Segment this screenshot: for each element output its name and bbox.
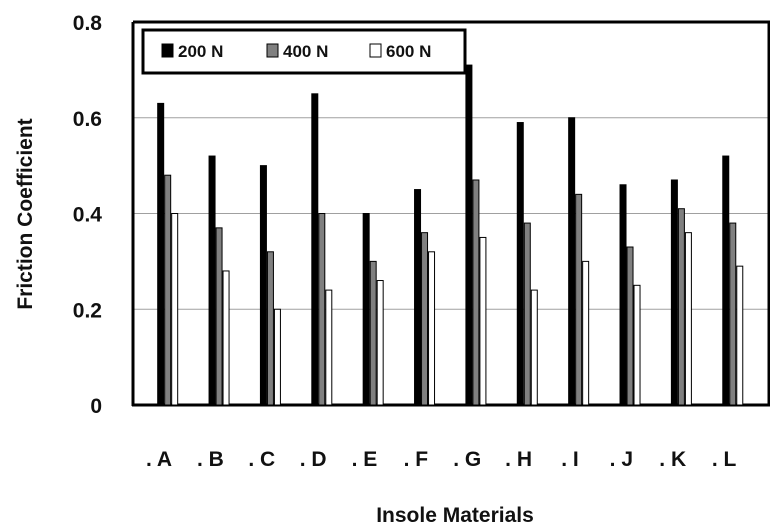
x-tick-labels: . A. B. C. D. E. F. G. H. I. J. K. L. [146,448,737,471]
plot-frame [131,20,770,407]
bar-200n-d [311,93,319,406]
bar-200n-j [619,184,627,406]
bar-200n-e [362,213,370,406]
bar-400n-g [472,179,480,406]
bar-600n-f [428,251,436,406]
x-tick-label: . G [453,448,481,471]
legend-swatch [161,43,174,58]
bar-600n-c [273,308,281,406]
x-tick-label: . H [505,448,532,471]
bar-400n-d [318,213,326,406]
x-axis-title: Insole Materials [376,504,534,526]
x-tick-label: . J [610,448,633,471]
bar-400n-c [266,251,274,406]
x-tick-label: . I [561,448,579,471]
x-tick-label: . K [659,448,686,471]
y-axis-title: Friction Coefficient [14,118,37,309]
bar-600n-b [222,270,230,406]
x-tick-label: . A [146,448,172,471]
bar-600n-d [325,289,333,406]
legend-label: 600 N [386,42,431,61]
y-tick-label: 0.8 [73,12,103,35]
y-tick-label: 0 [90,395,102,418]
x-tick-label: . F [404,448,429,471]
y-tick-labels: 0 0.2 0.4 0.6 0.8 [73,12,103,418]
bar-400n-j [626,246,634,406]
bars [157,64,744,406]
bar-200n-c [259,165,267,406]
bar-600n-j [633,284,641,406]
bar-600n-e [376,280,384,406]
legend-swatch [369,43,382,58]
bar-400n-i [575,193,583,406]
bar-400n-k [677,208,685,406]
bar-600n-a [171,213,179,406]
bar-200n-f [414,189,422,406]
bar-600n-l [736,265,744,406]
bar-400n-l [729,222,737,406]
bar-400n-f [421,232,429,406]
x-tick-label: . L [712,448,737,471]
bar-200n-i [568,117,576,406]
bar-400n-a [164,174,172,406]
legend-label: 200 N [178,42,223,61]
x-tick-label: . D [300,448,327,471]
y-tick-label: 0.2 [73,299,102,322]
bar-200n-k [670,179,678,406]
legend-swatch [266,43,279,58]
legend-label: 400 N [283,42,328,61]
bar-200n-b [208,155,216,406]
bar-600n-k [684,232,692,406]
bar-400n-h [523,222,531,406]
x-tick-label: . E [352,448,378,471]
bar-400n-b [215,227,223,406]
legend: 200 N 400 N 600 N [141,28,467,75]
legend-box [141,28,467,75]
bar-200n-a [157,102,165,406]
bar-200n-g [465,64,473,406]
bar-400n-e [369,260,377,406]
y-tick-label: 0.4 [73,204,103,227]
y-tick-label: 0.6 [73,108,102,131]
gridlines [133,117,770,310]
bar-600n-i [582,260,590,406]
bar-600n-g [479,236,487,406]
bar-200n-l [722,155,730,406]
bar-200n-h [516,122,524,406]
bar-600n-h [530,289,538,406]
x-tick-label: . B [197,448,224,471]
x-tick-label: . C [248,448,275,471]
